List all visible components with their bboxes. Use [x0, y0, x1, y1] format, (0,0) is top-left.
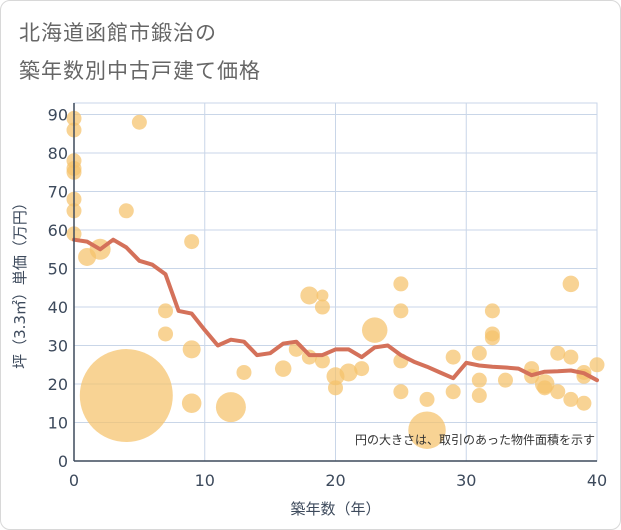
data-point [471, 388, 487, 404]
bubble-layer [66, 110, 605, 449]
data-point [393, 276, 409, 292]
y-tick-label: 0 [58, 452, 68, 471]
data-point [300, 286, 319, 305]
data-point [537, 380, 553, 396]
data-point [118, 203, 134, 219]
data-point [182, 340, 201, 359]
data-point [215, 392, 246, 423]
y-tick-label: 30 [48, 337, 68, 356]
trend-line [72, 237, 599, 383]
data-point [184, 234, 200, 250]
data-point [236, 364, 252, 380]
y-tick-label: 10 [48, 414, 68, 433]
data-point [563, 391, 579, 407]
data-point [562, 275, 580, 293]
data-point [550, 345, 566, 361]
x-tick-label: 40 [587, 471, 607, 490]
data-point [328, 380, 343, 396]
data-point [361, 317, 388, 343]
y-tick-label: 20 [48, 375, 68, 394]
y-tick-label: 80 [48, 144, 68, 163]
y-tick-label: 90 [48, 106, 68, 125]
data-point [158, 326, 174, 342]
y-tick-label: 40 [48, 298, 68, 317]
data-point [445, 349, 461, 365]
grid-lines [73, 102, 598, 462]
data-point [181, 393, 202, 414]
data-point [550, 384, 566, 400]
y-axis-label: 坪（3.3㎡）単価（万円） [11, 195, 29, 369]
bubble-size-note: 円の大きさは、取引のあった物件面積を示す [355, 432, 595, 447]
x-tick-label: 20 [325, 471, 345, 490]
chart-title-line1: 北海道函館市鍛治の [19, 21, 217, 45]
data-point [316, 289, 329, 302]
x-axis-label: 築年数（年） [290, 500, 380, 518]
x-tick-label: 30 [456, 471, 476, 490]
y-tick-label: 60 [48, 221, 68, 240]
data-point [274, 360, 292, 377]
y-tick-label: 50 [48, 260, 68, 279]
x-tick-label: 10 [195, 471, 215, 490]
data-point [471, 372, 487, 388]
data-point [158, 303, 174, 319]
data-point [79, 349, 173, 443]
data-point [339, 363, 358, 382]
data-point [354, 361, 370, 377]
data-point [563, 349, 579, 365]
data-point [408, 411, 446, 449]
data-point [445, 384, 461, 400]
data-point [314, 299, 330, 315]
chart-title-line2: 築年数別中古戸建て価格 [19, 59, 261, 83]
data-point [589, 357, 605, 373]
data-point [314, 353, 330, 369]
data-point [484, 303, 500, 319]
data-point [393, 303, 409, 319]
data-point [393, 384, 409, 400]
data-point [419, 391, 435, 407]
data-point [576, 395, 592, 411]
y-tick-label: 70 [48, 183, 68, 202]
data-point [484, 330, 500, 346]
data-point [131, 114, 147, 130]
data-point [471, 345, 487, 361]
axes: 0 10 20 30 40 50 60 70 80 90 0 10 20 30 40 [48, 103, 607, 490]
data-point [497, 372, 513, 388]
x-tick-label: 0 [69, 471, 79, 490]
